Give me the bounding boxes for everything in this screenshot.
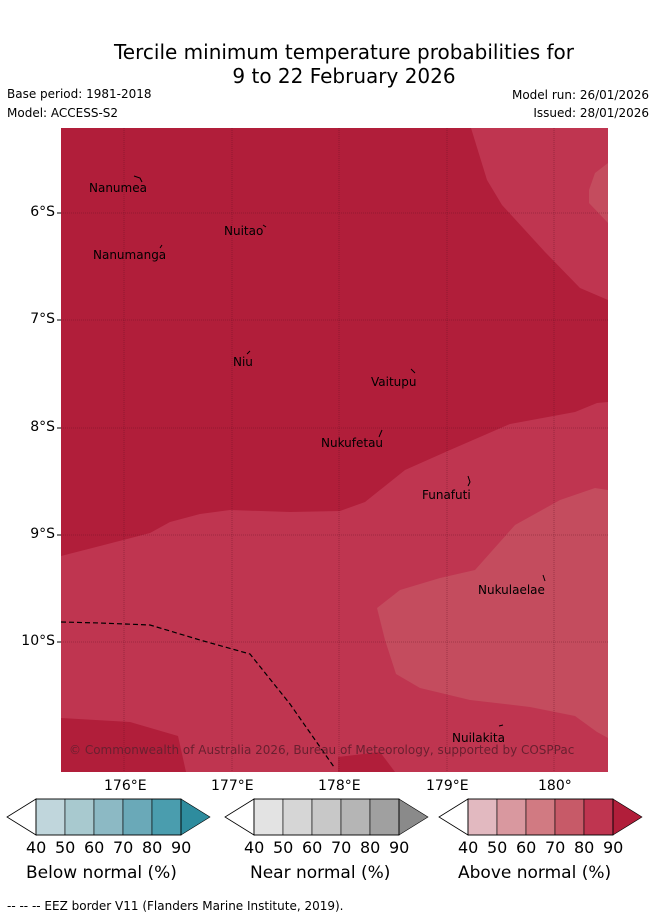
cb-near-tick-90: 90 [389, 838, 410, 857]
colorbar-near-segment-4 [340, 798, 371, 836]
colorbar-below-segment-3 [93, 798, 124, 836]
region-upper-right [471, 128, 608, 300]
colorbar-below-segment-5 [151, 798, 182, 836]
cb-above-tick-90: 90 [603, 838, 624, 857]
colorbar-below [6, 798, 211, 836]
cb-above-tick-40: 40 [458, 838, 479, 857]
place-label-nukulaelae: Nukulaelae [478, 583, 545, 597]
place-label-nanumanga: Nanumanga [93, 248, 167, 262]
cb-above-tick-60: 60 [516, 838, 537, 857]
cb-above-tick-70: 70 [545, 838, 566, 857]
colorbar-below-high-arrow [180, 798, 211, 836]
colorbar-above-outline [467, 798, 614, 836]
place-label-nukufetau: Nukufetau [321, 436, 384, 450]
islands [133, 175, 546, 727]
region-bottom-left-dark [61, 718, 186, 772]
lat-label-9: 9°S [30, 526, 55, 542]
lat-label-6: 6°S [30, 204, 55, 220]
colorbar-above [438, 798, 643, 836]
place-label-nuilakita: Nuilakita [452, 731, 505, 745]
gridlines [61, 128, 608, 772]
colorbar-above-segment-2 [496, 798, 527, 836]
cb-near-tick-50: 50 [273, 838, 294, 857]
colorbar-near-segment-5 [369, 798, 400, 836]
island-funafuti [467, 475, 471, 487]
island-nanumanga [159, 244, 163, 249]
island-nukulaelae [542, 574, 546, 582]
cb-below-tick-50: 50 [55, 838, 76, 857]
colorbar-above-segment-1 [467, 798, 498, 836]
place-label-funafuti: Funafuti [422, 488, 471, 502]
island-niu [246, 350, 251, 355]
model-run: Model run: 26/01/2026 [511, 88, 649, 102]
island-nuilakita [498, 724, 504, 727]
colorbar-near-segment-2 [282, 798, 313, 836]
map-title: Tercile minimum temperature probabilitie… [0, 40, 655, 88]
region-lower-right-light [377, 488, 608, 738]
cb-below-tick-90: 90 [171, 838, 192, 857]
eez-border [60, 621, 335, 768]
colorbar-near-outline [253, 798, 400, 836]
lon-label-180: 180° [538, 778, 572, 794]
cb-above-tick-80: 80 [574, 838, 595, 857]
colorbar-near-low-arrow [224, 798, 255, 836]
lat-label-7: 7°S [30, 311, 55, 327]
cb-near-tick-80: 80 [360, 838, 381, 857]
colorbar-below-segment-4 [122, 798, 153, 836]
colorbar-near-segment-1 [253, 798, 284, 836]
colorbar-below-outline [35, 798, 182, 836]
cb-near-tick-40: 40 [244, 838, 265, 857]
colorbar-below-low-arrow [6, 798, 37, 836]
cb-below-tick-80: 80 [142, 838, 163, 857]
cb-below-title: Below normal (%) [26, 863, 177, 883]
lon-label-176: 176°E [104, 778, 147, 794]
place-label-nanumea: Nanumea [89, 181, 147, 195]
cb-below-tick-40: 40 [26, 838, 47, 857]
cb-near-tick-70: 70 [331, 838, 352, 857]
colorbar-below-segment-2 [64, 798, 95, 836]
lon-label-179: 179°E [426, 778, 469, 794]
colorbar-above-segment-5 [583, 798, 614, 836]
title-line-2: 9 to 22 February 2026 [232, 64, 456, 88]
lon-label-177: 177°E [211, 778, 254, 794]
lon-label-178: 178°E [318, 778, 361, 794]
copyright-notice: © Commonwealth of Australia 2026, Bureau… [69, 743, 575, 757]
colorbar-near [224, 798, 429, 836]
place-label-niu: Niu [233, 355, 253, 369]
colorbar-below-segment-1 [35, 798, 66, 836]
cb-near-tick-60: 60 [302, 838, 323, 857]
cb-below-tick-60: 60 [84, 838, 105, 857]
model-name: Model: ACCESS-S2 [7, 106, 119, 120]
cb-above-tick-50: 50 [487, 838, 508, 857]
colorbar-above-high-arrow [612, 798, 643, 836]
island-nanumea [133, 175, 143, 183]
colorbar-above-low-arrow [438, 798, 469, 836]
lat-label-8: 8°S [30, 419, 55, 435]
cb-below-tick-70: 70 [113, 838, 134, 857]
colorbar-above-segment-4 [554, 798, 585, 836]
place-label-vaitupu: Vaitupu [371, 375, 417, 389]
colorbar-above-segment-3 [525, 798, 556, 836]
title-line-1: Tercile minimum temperature probabilitie… [113, 40, 575, 64]
colorbar-near-segment-3 [311, 798, 342, 836]
eez-footer-note: -- -- -- EEZ border V11 (Flanders Marine… [7, 899, 344, 913]
base-period: Base period: 1981-2018 [7, 87, 152, 101]
region-bottom-center-dark [338, 752, 395, 772]
island-nuitao [262, 224, 267, 228]
region-upper-right-light [589, 163, 608, 223]
cb-above-title: Above normal (%) [458, 863, 612, 883]
island-vaitupu [410, 368, 416, 374]
lat-label-10: 10°S [21, 633, 55, 649]
place-label-nuitao: Nuitao [224, 224, 264, 238]
tick-marks [57, 212, 61, 643]
colorbar-near-high-arrow [398, 798, 429, 836]
issued-date: Issued: 28/01/2026 [533, 106, 649, 120]
island-nukufetau [378, 429, 383, 438]
cb-near-title: Near normal (%) [250, 863, 391, 883]
